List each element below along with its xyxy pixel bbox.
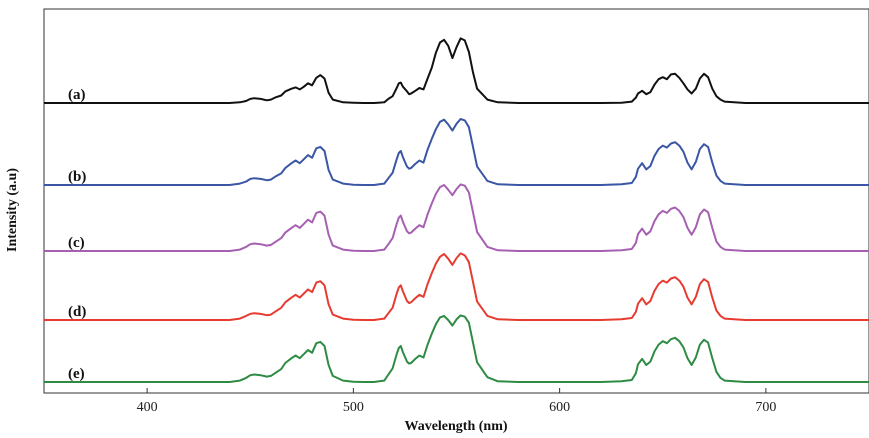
series-line-e	[44, 314, 869, 383]
x-axis-ticks: 400 500 600 700	[137, 388, 776, 415]
series-label-c: (c)	[68, 235, 85, 251]
series-line-d	[44, 252, 869, 321]
x-tick-label-600: 600	[549, 400, 570, 415]
x-tick-label-400: 400	[137, 400, 158, 415]
series-line-b	[44, 118, 869, 186]
series-label-layer: (a) (b) (c) (d) (e)	[68, 87, 86, 382]
series-layer	[44, 37, 869, 383]
series-label-a: (a)	[68, 87, 86, 103]
series-label-e: (e)	[68, 366, 85, 382]
series-label-b: (b)	[68, 169, 86, 185]
x-tick-label-700: 700	[755, 400, 776, 415]
series-line-c	[44, 183, 869, 252]
x-tick-label-500: 500	[343, 400, 364, 415]
series-line-a	[44, 37, 869, 104]
plot-frame	[43, 8, 869, 394]
series-label-d: (d)	[68, 304, 86, 320]
y-axis-title: Intensity (a.u)	[5, 168, 20, 252]
x-axis-title: Wavelength (nm)	[404, 419, 507, 434]
